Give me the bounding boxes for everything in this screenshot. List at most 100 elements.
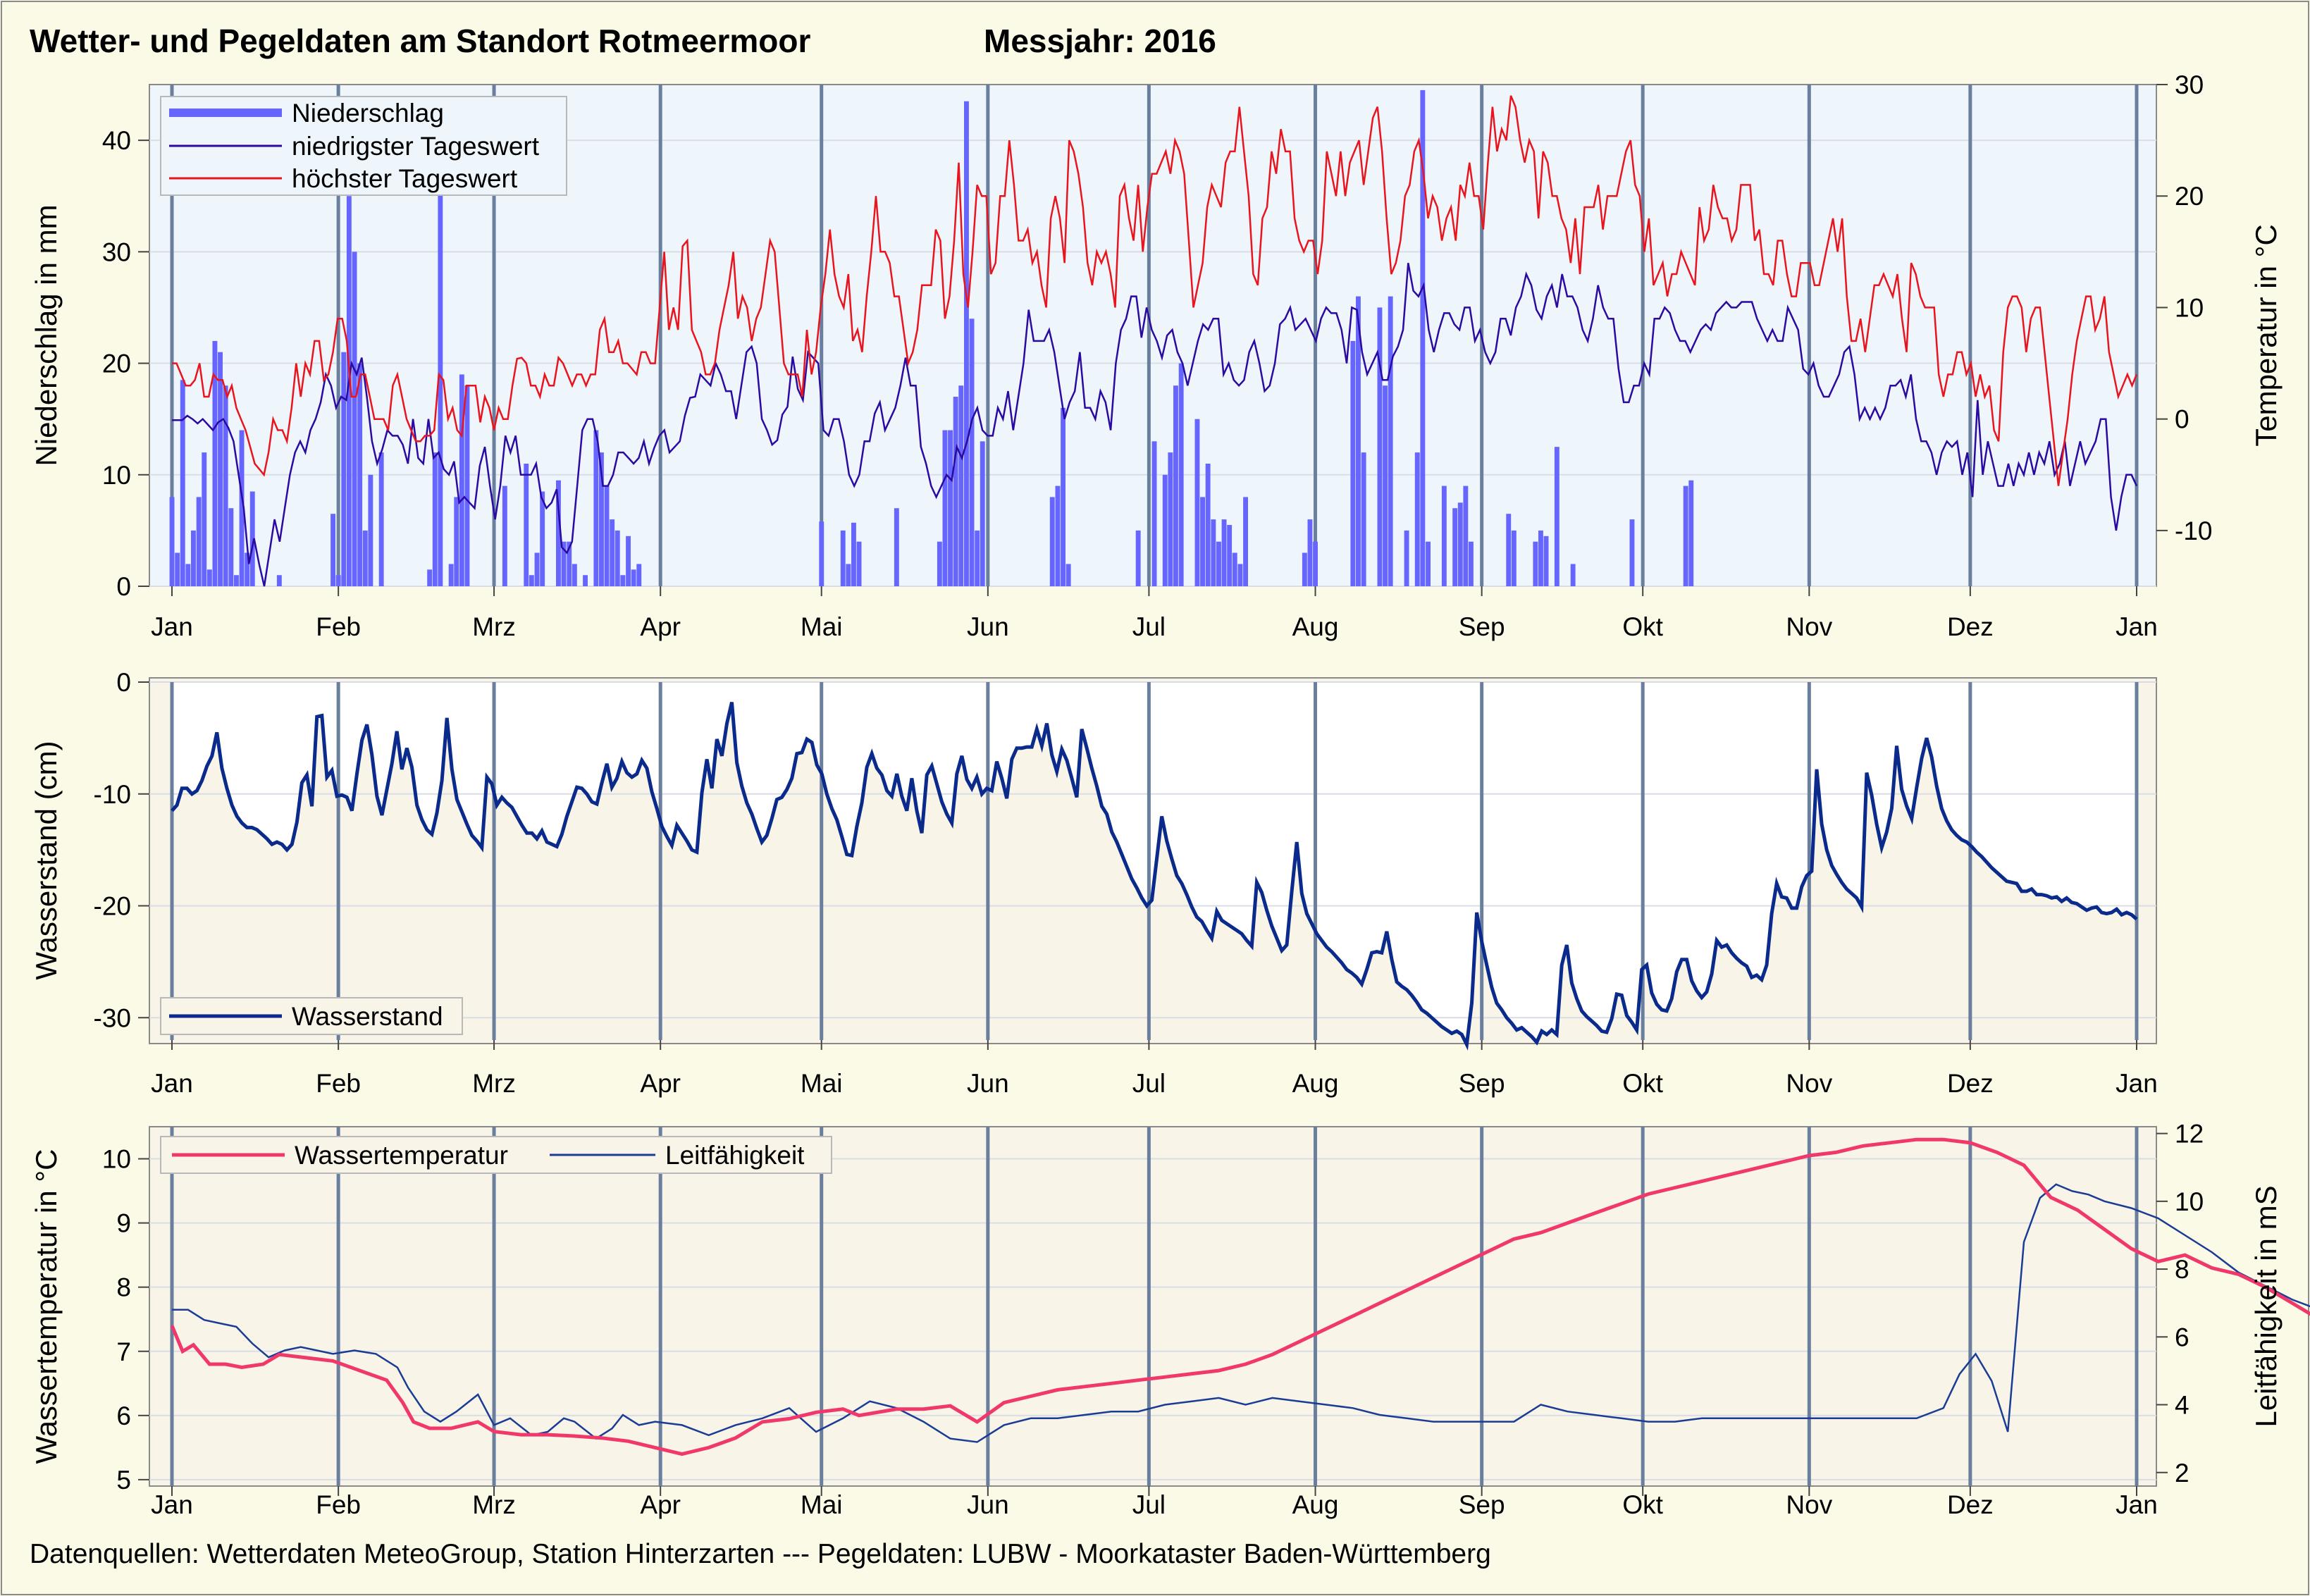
- precipitation-bar: [185, 564, 191, 586]
- y-tick-label: 9: [116, 1209, 131, 1238]
- water-temp-axis-label: Wassertemperatur in °C: [30, 1149, 63, 1464]
- precipitation-bar: [438, 179, 443, 586]
- precipitation-bar: [567, 541, 572, 586]
- precipitation-bar: [958, 385, 964, 586]
- precipitation-bar: [1135, 530, 1141, 586]
- precipitation-bar: [1469, 541, 1474, 586]
- precipitation-bar: [534, 552, 540, 586]
- precipitation-bar: [948, 430, 953, 586]
- precipitation-bar: [572, 564, 577, 586]
- water-level-legend: Wasserstand: [160, 997, 463, 1035]
- month-tick-label: Jun: [967, 1490, 1009, 1519]
- month-tick-label: Jan: [2116, 1490, 2158, 1519]
- precipitation-bar: [1178, 363, 1184, 586]
- month-tick-label: Mrz: [472, 1490, 516, 1519]
- water-temp-month-lines: [170, 1127, 2139, 1486]
- y-tick-label: 30: [102, 237, 131, 266]
- precipitation-bar: [851, 522, 856, 586]
- precipitation-bar: [1538, 530, 1543, 586]
- month-tick-label: Jul: [1132, 612, 1166, 641]
- precipitation-bar: [191, 530, 196, 586]
- precipitation-bar: [1506, 514, 1512, 586]
- precipitation-bar: [1356, 296, 1361, 586]
- precipitation-bar: [357, 363, 363, 586]
- month-tick-label: Apr: [640, 1490, 681, 1519]
- precipitation-bar: [1683, 485, 1688, 586]
- precipitation-bar: [234, 575, 239, 586]
- measurement-year: Messjahr: 2016: [984, 23, 1216, 59]
- month-tick-label: Mai: [801, 1490, 843, 1519]
- y2-tick-label: 12: [2175, 1120, 2204, 1149]
- precipitation-bar: [1511, 530, 1517, 586]
- precipitation-bar: [1426, 541, 1431, 586]
- y-tick-label: 10: [102, 1145, 131, 1174]
- legend-label-water-temperature: Wassertemperatur: [295, 1141, 508, 1170]
- precipitation-bar: [1302, 552, 1307, 586]
- precipitation-bar: [1173, 385, 1178, 586]
- month-tick-label: Aug: [1292, 1069, 1339, 1098]
- precipitation-bar: [432, 452, 438, 586]
- legend-label-tmin: niedrigster Tageswert: [292, 132, 540, 161]
- precipitation-bar: [378, 452, 384, 586]
- legend-label-precipitation: Niederschlag: [292, 99, 444, 128]
- y-tick-label: 5: [116, 1466, 131, 1495]
- month-tick-label: Jan: [2116, 612, 2158, 641]
- month-tick-label: Dez: [1947, 612, 1994, 641]
- precipitation-bar: [856, 541, 862, 586]
- water-temp-panel: 5 6 7 8 9 10 2 4 6 8 10 12 Jan Feb Mrz Apr Mai Jun Jul Au…: [30, 1120, 2310, 1519]
- precipitation-bar: [1452, 508, 1458, 586]
- precipitation-bar: [341, 352, 347, 586]
- month-tick-label: Jan: [151, 1069, 193, 1098]
- precipitation-bar: [819, 521, 824, 586]
- temperature-axis: -10 0 10 20 30: [2156, 70, 2212, 545]
- precipitation-bar: [335, 575, 341, 586]
- precipitation-bar: [1151, 441, 1157, 586]
- y2-tick-label: 2: [2175, 1459, 2189, 1487]
- water-temp-axis: 5 6 7 8 9 10: [102, 1145, 149, 1495]
- precipitation-bar: [1350, 340, 1356, 586]
- precipitation-bar: [346, 196, 352, 586]
- precipitation-bar: [840, 530, 846, 586]
- precipitation-bar: [524, 464, 529, 586]
- month-tick-label: Apr: [640, 612, 681, 641]
- precipitation-bar: [937, 541, 942, 586]
- precipitation-bar: [980, 441, 985, 586]
- y-tick-label: 10: [102, 461, 131, 490]
- tmax-line: [172, 95, 2138, 486]
- month-tick-label: Apr: [640, 1069, 681, 1098]
- precipitation-bar: [180, 380, 185, 586]
- precipitation-bar: [1221, 519, 1227, 586]
- month-tick-label: Mai: [801, 1069, 843, 1098]
- water-level-gridlines: [149, 681, 2156, 1019]
- precipitation-bar: [964, 101, 969, 586]
- precipitation-bar: [1463, 485, 1469, 586]
- month-tick-label: Jan: [151, 1490, 193, 1519]
- precipitation-bar: [1629, 519, 1635, 586]
- precipitation-bar: [249, 491, 255, 586]
- month-tick-label: Mai: [801, 612, 843, 641]
- precipitation-bar: [1420, 89, 1426, 586]
- month-tick-label: Jun: [967, 612, 1009, 641]
- month-tick-label: Jan: [151, 612, 193, 641]
- precipitation-bar: [969, 318, 975, 586]
- precipitation-bar: [1200, 497, 1205, 586]
- precipitation-bar: [1232, 552, 1237, 586]
- y-tick-label: 8: [116, 1273, 131, 1302]
- precipitation-bar: [464, 385, 470, 586]
- conductivity-line: [172, 1183, 2310, 1443]
- y2-tick-label: 10: [2175, 1187, 2204, 1216]
- precipitation-bar: [610, 519, 615, 586]
- month-tick-label: Mrz: [472, 612, 516, 641]
- precipitation-bar: [1388, 296, 1393, 586]
- y-tick-label: 0: [116, 668, 131, 697]
- precipitation-bar: [1307, 519, 1313, 586]
- water-level-line: [171, 702, 2138, 1051]
- water-level-month-axis: Jan Feb Mrz Apr Mai Jun Jul Aug Sep Okt Nov Dez Jan: [151, 1040, 2158, 1098]
- y-tick-label: 6: [116, 1402, 131, 1430]
- y-tick-label: -30: [94, 1003, 131, 1032]
- conductivity-axis: 2 4 6 8 10 12: [2156, 1120, 2204, 1487]
- precipitation-bar: [1227, 525, 1233, 586]
- precipitation-axis-label: Niederschlag in mm: [30, 204, 63, 466]
- precipitation-bar: [427, 569, 433, 586]
- precipitation-bar: [540, 491, 545, 586]
